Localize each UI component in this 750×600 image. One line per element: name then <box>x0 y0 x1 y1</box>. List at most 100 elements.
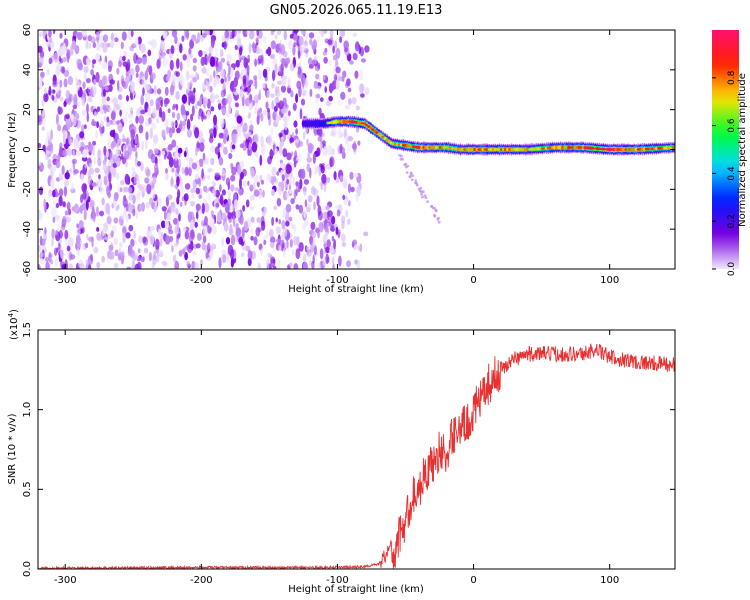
spectrogram-noise-cell <box>38 161 42 167</box>
spectrogram-noise-cell <box>263 36 267 44</box>
spectrogram-noise-cell <box>122 197 128 208</box>
snr-background <box>38 330 675 569</box>
spectrogram-noise-cell <box>83 65 89 74</box>
spectrogram-noise-cell <box>51 206 57 218</box>
spectrogram-noise-cell <box>316 85 322 91</box>
spectrogram-noise-cell <box>278 65 282 76</box>
spectrogram-noise-cell <box>169 127 173 139</box>
spectrogram-noise-cell <box>252 41 256 52</box>
spectrogram-noise-cell <box>326 177 331 183</box>
spectrogram-noise-cell <box>82 191 87 200</box>
spectrogram-noise-cell <box>345 104 350 110</box>
spectrogram-noise-cell <box>233 199 239 210</box>
spectrogram-noise-cell <box>73 169 79 174</box>
spectrogram-noise-cell <box>192 57 197 64</box>
spectrogram-noise-cell <box>317 62 321 70</box>
spectrogram-noise-cell <box>245 245 251 252</box>
spectrogram-noise-cell <box>125 232 131 239</box>
spectrogram-faint-branch-cell <box>411 174 415 178</box>
spectrogram-noise-cell <box>233 76 238 88</box>
spectrogram-noise-cell <box>66 52 70 63</box>
spectrogram-noise-cell <box>198 50 203 57</box>
snr-y-axis: 0.0 0.5 1.0 1.5 <box>22 322 675 577</box>
spectrogram-noise-cell <box>253 189 260 197</box>
spectrogram-noise-cell <box>323 30 328 34</box>
spectrogram-noise-cell <box>122 232 126 244</box>
spectrogram-noise-cell <box>132 208 136 217</box>
spectrogram-noise-cell <box>256 217 262 223</box>
spectrogram-noise-cell <box>271 100 275 110</box>
spectrogram-noise-cell <box>255 46 260 55</box>
spectrogram-noise-cell <box>342 177 348 189</box>
spectrogram-noise-cell <box>160 220 166 229</box>
spectrogram-noise-cell <box>128 106 134 112</box>
spectrogram-noise-cell <box>146 67 151 72</box>
spectrogram-noise-cell <box>208 52 212 63</box>
spectrogram-noise-cell <box>175 71 180 78</box>
spectrogram-noise-cell <box>269 53 275 60</box>
spectrogram-noise-cell <box>52 81 58 88</box>
spectrogram-noise-cell <box>58 89 62 95</box>
spectrogram-noise-cell <box>228 64 231 76</box>
spectrogram-noise-cell <box>234 44 238 51</box>
spectrogram-noise-cell <box>150 72 156 80</box>
spectrogram-noise-cell <box>281 180 284 192</box>
spectrogram-noise-cell <box>314 98 319 104</box>
spectrogram-noise-cell <box>186 52 190 62</box>
spectrogram-noise-cell <box>154 156 158 166</box>
spectrogram-noise-cell <box>179 61 183 72</box>
spectrogram-noise-cell <box>176 58 180 69</box>
spectrogram-noise-cell <box>278 132 283 138</box>
spectrogram-noise-cell <box>348 97 352 105</box>
spectrogram-noise-cell <box>83 210 87 221</box>
spectrogram-noise-cell <box>241 68 247 75</box>
spectrogram-noise-cell <box>317 204 322 216</box>
spectrogram-noise-cell <box>122 55 126 62</box>
snr-y-multiplier-base: (x10 <box>9 317 20 340</box>
spectrogram-noise-cell <box>309 259 312 266</box>
spectrogram-noise-cell <box>226 53 232 64</box>
spectrogram-noise-cell <box>64 229 69 240</box>
spectrogram-ridge-cell <box>557 146 561 149</box>
spectrogram-noise-cell <box>141 140 145 152</box>
spectrogram-y-tick-label: 40 <box>22 63 33 76</box>
spectrogram-noise-cell <box>125 161 128 168</box>
spectrogram-noise-cell <box>253 182 256 191</box>
spectrogram-noise-cell <box>281 58 286 66</box>
spectrogram-noise-cell <box>242 140 248 151</box>
spectrogram-faint-branch-cell <box>420 193 423 196</box>
spectrogram-noise-cell <box>164 118 169 128</box>
spectrogram-noise-cell <box>110 98 114 103</box>
spectrogram-noise-cell <box>48 85 52 96</box>
spectrogram-y-tick-label: -40 <box>22 221 33 237</box>
spectrogram-noise-cell <box>164 97 170 105</box>
spectrogram-faint-branch-cell <box>433 207 436 210</box>
spectrogram-noise-cell <box>189 80 193 88</box>
spectrogram-noise-cell <box>231 133 237 144</box>
spectrogram-noise-cell <box>101 197 105 206</box>
spectrogram-noise-cell <box>135 115 139 124</box>
spectrogram-noise-cell <box>307 57 313 66</box>
spectrogram-noise-cell <box>68 208 72 216</box>
spectrogram-noise-cell <box>327 210 333 218</box>
spectrogram-noise-cell <box>256 181 260 188</box>
spectrogram-noise-cell <box>276 197 282 207</box>
spectrogram-noise-cell <box>188 90 193 100</box>
spectrogram-noise-cell <box>221 189 226 196</box>
spectrogram-noise-cell <box>330 131 336 137</box>
spectrogram-noise-cell <box>68 236 74 248</box>
spectrogram-noise-cell <box>204 157 209 165</box>
spectrogram-noise-cell <box>53 247 58 256</box>
spectrogram-noise-cell <box>147 105 152 117</box>
spectrogram-noise-cell <box>224 76 227 83</box>
spectrogram-noise-cell <box>282 247 286 258</box>
spectrogram-noise-cell <box>273 175 277 183</box>
spectrogram-noise-cell <box>91 118 95 126</box>
spectrogram-faint-branch-cell <box>421 195 424 199</box>
spectrogram-noise-cell <box>290 90 294 98</box>
spectrogram-noise-cell <box>329 30 334 39</box>
spectrogram-noise-cell <box>66 148 73 156</box>
spectrogram-noise-cell <box>346 260 351 268</box>
spectrogram-noise-cell <box>184 230 190 240</box>
spectrogram-noise-cell <box>149 225 155 232</box>
